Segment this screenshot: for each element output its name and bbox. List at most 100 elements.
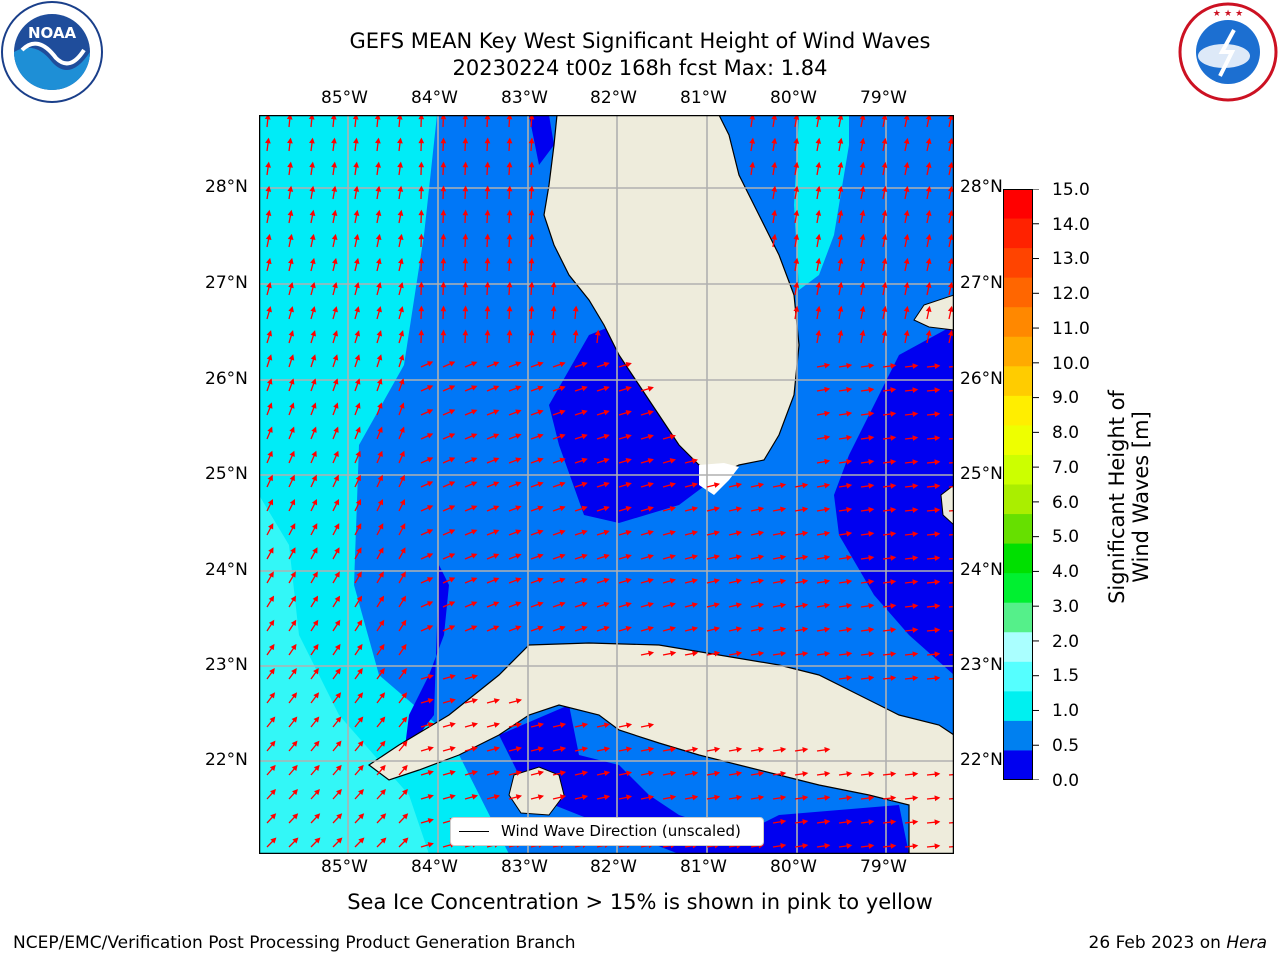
wave-arrow-head	[515, 529, 522, 535]
wave-arrow-head	[912, 771, 919, 778]
wave-arrow-head	[669, 578, 676, 584]
wave-arrow-head	[802, 819, 809, 825]
wave-arrow-head	[780, 770, 787, 777]
wave-arrow-head	[355, 402, 361, 409]
wave-arrow-head	[506, 281, 513, 288]
wave-arrow-head	[581, 601, 588, 608]
wave-arrow-head	[603, 433, 610, 440]
wave-arrow-head	[648, 722, 655, 729]
colorbar-tick-label: 6.0	[1052, 493, 1080, 513]
wave-arrow-head	[537, 746, 544, 752]
wave-arrow-head	[380, 789, 386, 796]
wave-arrow-head	[735, 626, 743, 633]
wave-arrow-head	[537, 770, 544, 776]
wave-arrow-head	[265, 161, 271, 168]
wave-arrow-head	[824, 410, 831, 417]
wave-arrow-head	[758, 746, 765, 753]
water-dark-cuba-bay	[499, 705, 909, 854]
wave-arrow-head	[603, 577, 610, 584]
wave-arrow-shaft	[948, 677, 954, 680]
wave-arrow-head	[309, 161, 315, 168]
colorbar-tick-label: 9.0	[1052, 388, 1080, 408]
wave-arrow-head	[846, 434, 853, 441]
wave-arrow-head	[912, 459, 919, 465]
wave-arrow-head	[837, 137, 844, 144]
wave-arrow-head	[925, 185, 932, 192]
wave-arrow-head	[354, 306, 360, 313]
wave-arrow-head	[426, 433, 434, 439]
wave-arrow-head	[377, 402, 383, 409]
lon-label-bottom: 80°W	[770, 857, 817, 877]
wave-arrow-head	[572, 305, 579, 312]
wave-arrow-head	[934, 507, 941, 514]
wave-arrow-head	[868, 435, 875, 441]
wave-arrow-head	[859, 185, 866, 192]
wave-arrow-head	[824, 747, 831, 753]
wave-arrow-head	[309, 233, 316, 240]
wave-arrow-head	[484, 209, 491, 216]
wave-arrow-shaft	[948, 605, 954, 608]
wave-arrow-head	[868, 843, 875, 849]
wave-arrow-head	[559, 722, 567, 728]
wave-arrow-head	[267, 499, 274, 506]
wave-arrow-head	[581, 409, 588, 416]
wave-arrow-head	[377, 450, 383, 458]
wave-arrow-head	[648, 794, 655, 801]
wave-arrow-head	[625, 553, 632, 560]
wave-arrow-head	[934, 435, 941, 442]
wave-arrow-head	[846, 843, 853, 849]
wave-arrow-head	[484, 233, 491, 240]
wave-arrow-head	[802, 747, 809, 753]
wave-arrow-head	[399, 402, 405, 409]
colorbar-label: Significant Height of Wind Waves [m]	[1105, 390, 1153, 604]
wave-arrow-head	[625, 625, 632, 632]
wind-wave-arrows	[264, 115, 954, 850]
colorbar-cell	[1003, 602, 1033, 633]
wave-arrow-head	[912, 843, 919, 850]
wave-arrow-head	[890, 459, 897, 465]
wave-arrow-head	[603, 457, 610, 464]
wave-arrow-head	[418, 185, 425, 192]
wave-arrow-head	[735, 554, 743, 561]
wave-arrow-head	[881, 257, 888, 264]
wave-arrow-head	[559, 481, 566, 488]
wave-arrow-head	[625, 529, 632, 536]
wave-arrow-head	[418, 115, 425, 120]
wave-arrow-head	[449, 698, 456, 704]
wave-arrow-head	[334, 523, 340, 530]
wave-arrow-head	[398, 306, 404, 313]
wave-arrow-head	[780, 818, 787, 825]
wave-arrow-head	[934, 387, 941, 394]
wave-arrow-head	[506, 115, 513, 120]
wave-arrow-head	[881, 161, 888, 168]
wave-arrow-head	[934, 531, 941, 538]
wave-arrow-head	[691, 602, 698, 608]
lon-label-bottom: 83°W	[501, 857, 548, 877]
wave-arrow-head	[357, 668, 363, 675]
wave-arrow-head	[471, 481, 478, 487]
wave-arrow-head	[625, 577, 632, 584]
wave-arrow-head	[449, 746, 456, 752]
wave-arrow-head	[824, 482, 831, 489]
legend-label: Wind Wave Direction (unscaled)	[501, 822, 741, 840]
wave-arrow-head	[603, 770, 611, 777]
wave-arrow-head	[462, 209, 469, 216]
wave-arrow-head	[506, 185, 513, 192]
wave-arrow-head	[493, 457, 500, 463]
lat-label-left: 25°N	[205, 464, 248, 484]
colorbar-cell	[1003, 514, 1033, 545]
wave-arrow-head	[713, 602, 720, 608]
wave-arrow-head	[559, 794, 567, 800]
wave-arrow-head	[448, 409, 456, 415]
lat-label-right: 23°N	[960, 655, 1003, 675]
wave-arrow-head	[356, 619, 363, 627]
wave-arrow-head	[402, 789, 408, 796]
wave-arrow-head	[912, 579, 919, 585]
wave-arrow-head	[353, 209, 360, 216]
wave-arrow-head	[309, 185, 316, 192]
colorbar-tick-label: 15.0	[1052, 180, 1090, 200]
wave-arrow-head	[448, 553, 456, 559]
wave-arrow-head	[378, 571, 384, 578]
wave-arrow-head	[625, 505, 632, 512]
colorbar-cell	[1003, 661, 1033, 692]
